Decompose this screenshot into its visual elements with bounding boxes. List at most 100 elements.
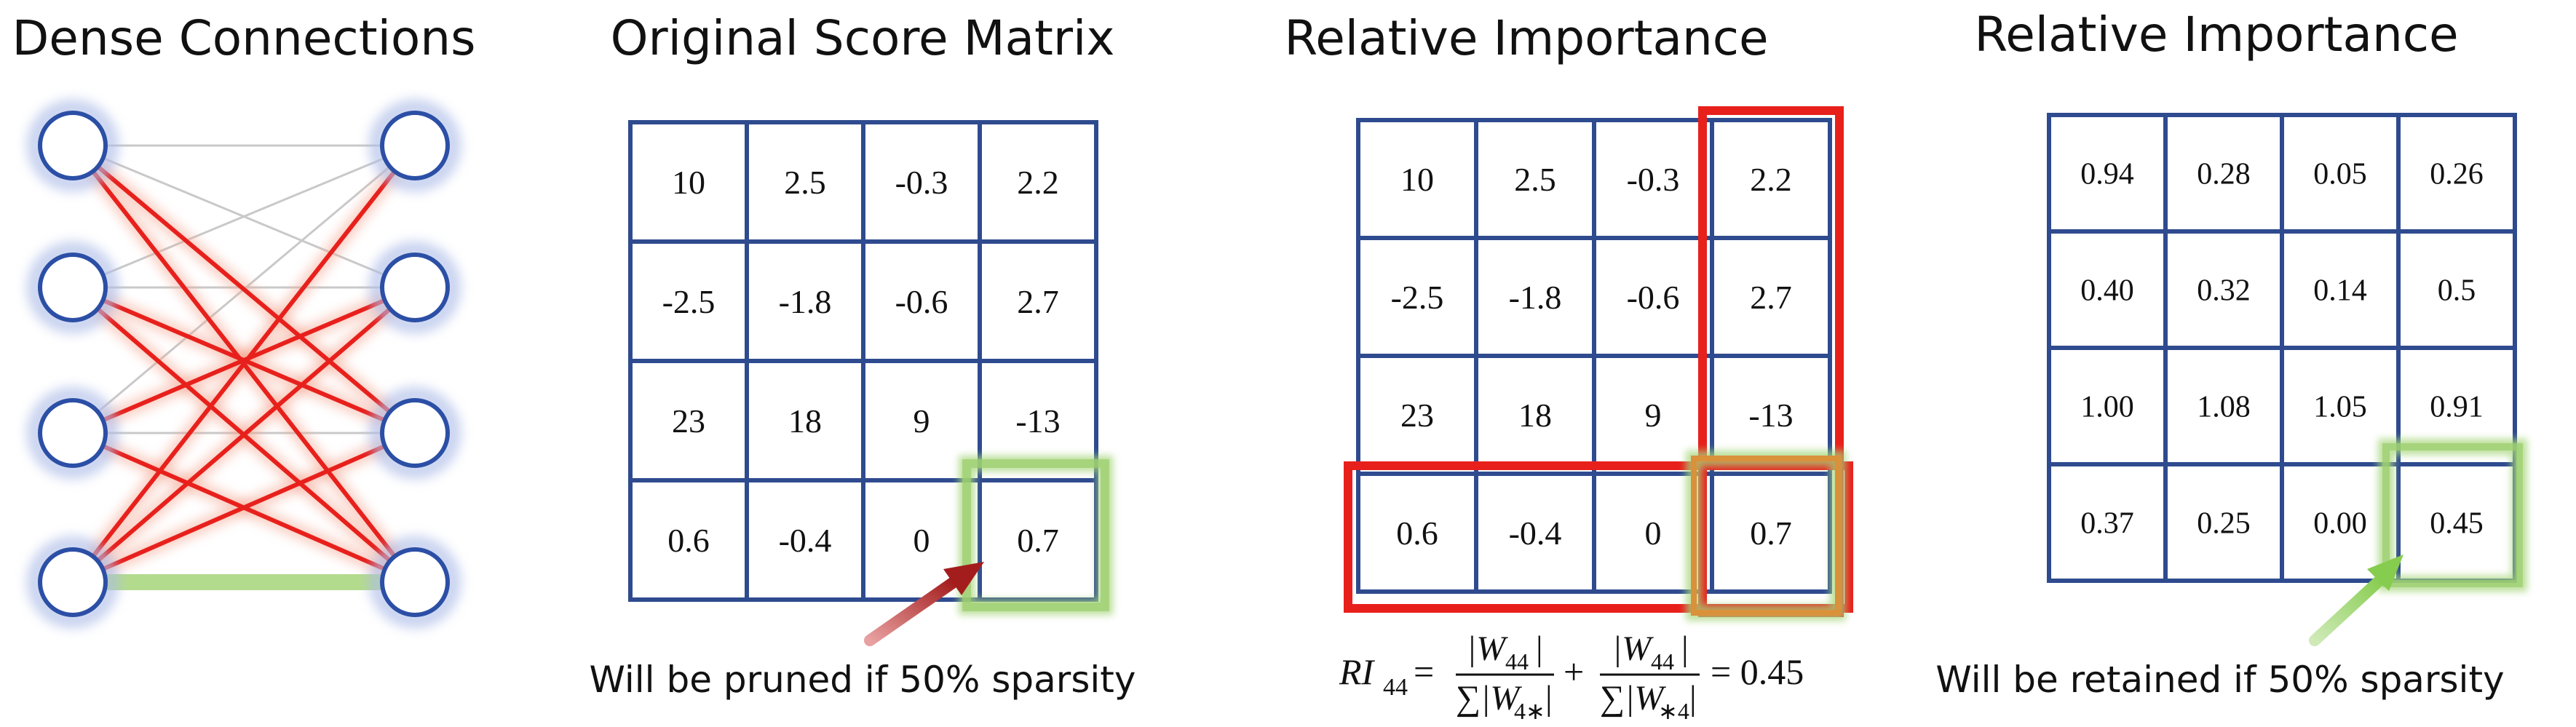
term2-numerator-sub: 44 <box>1651 648 1674 675</box>
red-arrow <box>864 562 984 646</box>
output-node-2 <box>380 253 450 322</box>
node-glow <box>369 242 461 333</box>
cell-value: 2.2 <box>1017 164 1059 201</box>
red-edge <box>71 285 416 435</box>
cell-value: 2.2 <box>1750 161 1792 198</box>
retained-cell-outline <box>2382 443 2523 587</box>
formula-result: = 0.45 <box>1711 651 1804 692</box>
cell-value: 2.7 <box>1017 283 1059 320</box>
term2-denominator-bar: | <box>1689 679 1697 718</box>
output-node-4 <box>380 547 450 617</box>
cell-value: 0.91 <box>2430 391 2484 424</box>
cell-value: 9 <box>1645 397 1662 434</box>
cell-value: 0 <box>1645 515 1662 552</box>
cell-value: 0.28 <box>2197 158 2251 191</box>
cell-value: 0.5 <box>2438 274 2476 308</box>
cell-value: 23 <box>1400 397 1434 434</box>
red-edge <box>71 143 416 435</box>
cell-value: 0.00 <box>2313 507 2367 541</box>
input-node-2 <box>38 253 108 322</box>
input-node-1 <box>38 111 108 180</box>
cell-value: -0.6 <box>895 283 948 320</box>
dense-title: Dense Connections <box>12 10 475 66</box>
original-score-matrix: 10 2.5 -0.3 2.2 -2.5 -1.8 -0.6 2.7 23 18 9 -13 0.6 -0… <box>628 120 1098 602</box>
cell-value: -13 <box>1015 402 1060 440</box>
cell-value: 1.00 <box>2080 391 2134 424</box>
term1-numerator: |W <box>1467 629 1508 668</box>
gray-edge <box>72 144 416 289</box>
red-edge <box>71 431 416 584</box>
cell-value: -1.8 <box>779 283 832 320</box>
term2-denominator: ∑|W <box>1600 679 1666 718</box>
cell-value: 2.7 <box>1750 279 1792 316</box>
cell-value: -13 <box>1748 397 1793 434</box>
term1-denominator-sub: 4∗ <box>1514 698 1545 724</box>
dense-connections-panel: Dense Connections <box>12 10 476 628</box>
cell-value: 0.26 <box>2430 158 2484 191</box>
red-edge <box>71 285 416 584</box>
cell-value: 23 <box>672 402 705 440</box>
cell-value: 0.45 <box>2430 507 2484 541</box>
neuron-nodes <box>27 100 461 628</box>
node-glow <box>27 100 119 191</box>
cell-value: -0.6 <box>1627 279 1680 316</box>
cell-value: 10 <box>1400 161 1434 198</box>
cell-value: 1.08 <box>2197 391 2251 424</box>
cell-value: -0.3 <box>895 164 948 201</box>
cell-value: 9 <box>914 402 930 440</box>
formula-lhs: RI <box>1339 651 1376 692</box>
pruned-caption: Will be pruned if 50% sparsity <box>590 659 1136 701</box>
formula-equals: = <box>1414 651 1434 692</box>
cell-value: 2.5 <box>784 164 826 201</box>
cell-value: -0.3 <box>1627 161 1680 198</box>
cell-value: -2.5 <box>662 283 716 320</box>
cell-value: 0.40 <box>2080 274 2134 308</box>
green-arrow <box>2309 555 2403 646</box>
term2-numerator-bar: | <box>1681 629 1689 668</box>
cell-value: 18 <box>1518 397 1552 434</box>
cell-value: -0.4 <box>1509 515 1562 552</box>
cell-value: 18 <box>788 402 822 440</box>
cell-value: 0.6 <box>667 522 710 559</box>
cell-value: 0.14 <box>2313 274 2367 308</box>
cell-value: 10 <box>672 164 705 201</box>
row-highlight <box>1344 461 1853 613</box>
cell-value: 0.94 <box>2080 158 2134 191</box>
cell-value: 0.7 <box>1017 522 1059 559</box>
term1-denominator: ∑|W <box>1456 679 1522 718</box>
relative-importance-panel-1: Relative Importance 10 2.5 -0.3 2.2 -2.5 -1.8… <box>1284 10 1853 724</box>
retained-caption: Will be retained if 50% sparsity <box>1935 659 2504 701</box>
relative-title-2: Relative Importance <box>1974 7 2458 63</box>
node-glow <box>369 536 461 628</box>
cell-value: 0 <box>914 522 930 559</box>
formula-plus: + <box>1564 651 1584 692</box>
node-glow <box>369 100 461 191</box>
term1-numerator-bar: | <box>1536 629 1543 668</box>
pruned-cell-outline <box>962 459 1109 611</box>
target-cell-outline <box>1691 456 1841 616</box>
input-node-3 <box>38 398 108 468</box>
red-edge <box>71 144 417 584</box>
node-glow <box>369 387 461 479</box>
cell-value: 0.32 <box>2197 274 2251 308</box>
relative-importance-panel-2: Relative Importance 0.94 0.28 0.05 0.26 0.40… <box>1935 7 2527 701</box>
cell-value: -2.5 <box>1391 279 1444 316</box>
cell-value: 0.25 <box>2197 507 2251 541</box>
relative-importance-formula: RI 44 = |W 44 | ∑|W 4∗ | + |W 44 | ∑|W ∗… <box>1339 629 1804 724</box>
relative-importance-matrix-1: 10 2.5 -0.3 2.2 -2.5 -1.8 -0.6 2.7 23 18 9 -13 0.6 -0… <box>1356 118 1832 594</box>
cell-value: 0.7 <box>1750 515 1792 552</box>
term1-denominator-bar: | <box>1545 679 1553 718</box>
formula-lhs-sub: 44 <box>1383 674 1408 701</box>
cell-value: 0.37 <box>2080 507 2134 541</box>
term1-numerator-sub: 44 <box>1505 648 1529 675</box>
term2-denominator-sub: ∗4 <box>1658 698 1689 724</box>
cell-value: 0.05 <box>2313 158 2367 191</box>
cell-value: -0.4 <box>779 522 832 559</box>
cell-value: 0.6 <box>1396 515 1438 552</box>
original-title: Original Score Matrix <box>611 10 1115 66</box>
relative-importance-matrix-2: 0.94 0.28 0.05 0.26 0.40 0.32 0.14 0.5 1.00 1.08 1… <box>2047 113 2517 583</box>
original-score-panel: Original Score Matrix 10 2.5 -0.3 2.2 -2.5 -1… <box>590 10 1136 701</box>
node-glow <box>27 242 119 333</box>
relative-title-1: Relative Importance <box>1284 10 1768 66</box>
